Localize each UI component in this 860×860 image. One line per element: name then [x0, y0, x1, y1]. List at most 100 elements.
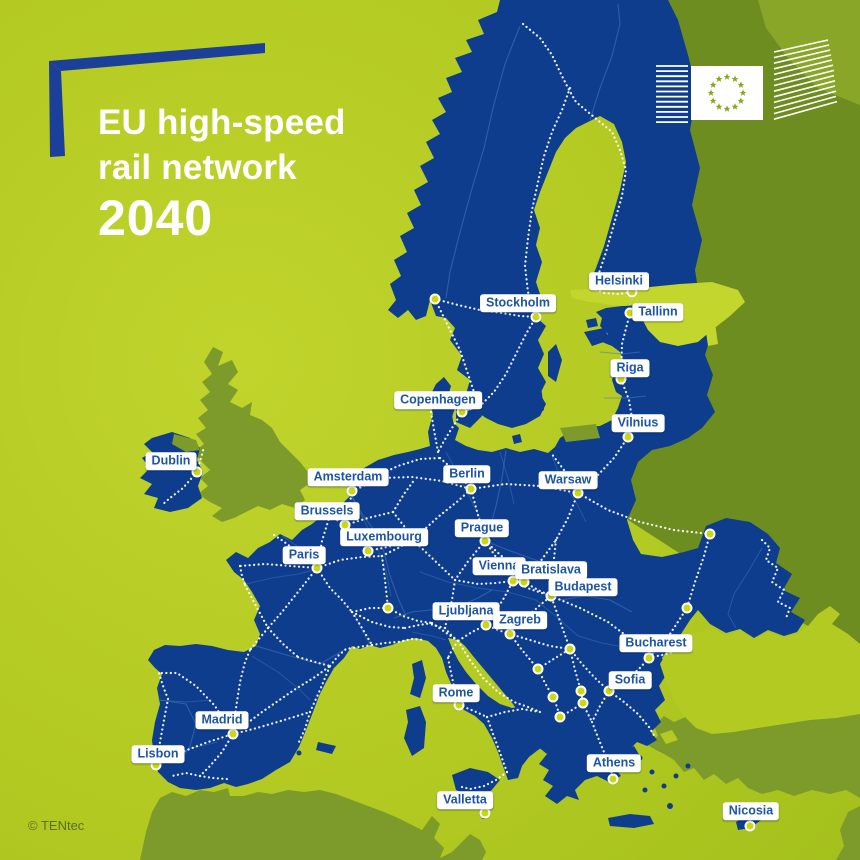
city-dot-athens — [607, 773, 619, 785]
land-great-britain — [194, 347, 312, 522]
city-dot-bern — [382, 602, 394, 614]
city-label-vilnius: Vilnius — [611, 414, 665, 432]
rail-segment-90 — [231, 710, 312, 736]
rail-segment-61 — [366, 538, 415, 553]
city-label-sofia: Sofia — [608, 671, 652, 689]
city-label-amsterdam: Amsterdam — [307, 468, 389, 486]
city-dot-valletta — [479, 807, 491, 819]
title-line-2: rail network — [98, 148, 297, 187]
land-north-africa — [140, 788, 486, 860]
city-dot-stockholm — [530, 311, 542, 323]
rail-segment-1 — [523, 86, 572, 319]
credit-note: © TENtec — [28, 818, 85, 833]
city-label-prague: Prague — [454, 519, 510, 537]
rail-segment-36 — [581, 701, 594, 724]
rail-segment-55 — [328, 513, 347, 527]
city-label-nicosia: Nicosia — [722, 802, 780, 820]
rail-segment-84 — [456, 770, 509, 791]
city-dot-ljubljana — [480, 619, 492, 631]
rail-segment-71 — [266, 626, 300, 659]
sea-overlays — [570, 282, 860, 744]
rail-segment-83 — [485, 715, 509, 774]
rail-segment-64 — [370, 637, 427, 647]
rail-segment-72 — [296, 655, 332, 668]
city-dot-lviv — [704, 528, 716, 540]
land-levant — [836, 806, 860, 860]
city-label-vienna: Vienna — [472, 557, 526, 575]
rail-segment-3 — [433, 297, 480, 414]
city-dot-vienna — [507, 575, 519, 587]
rail-segment-5 — [436, 410, 464, 454]
rail-segment-76 — [269, 531, 319, 570]
city-label-tallinn: Tallinn — [632, 303, 684, 321]
city-label-paris: Paris — [282, 546, 326, 564]
rail-segment-67 — [350, 610, 407, 630]
rail-segment-13 — [647, 532, 712, 660]
rail-segment-70 — [248, 626, 270, 652]
rail-segment-43 — [438, 456, 473, 491]
land-scandinavia — [388, 0, 702, 428]
city-label-bratislava: Bratislava — [515, 561, 587, 579]
rail-segment-17 — [483, 539, 526, 584]
city-label-warsaw: Warsaw — [538, 471, 598, 489]
rail-segment-14 — [760, 538, 792, 620]
rail-segment-38 — [590, 720, 615, 781]
sea-of-marmara — [660, 730, 678, 744]
city-label-helsinki: Helsinki — [589, 272, 649, 290]
rail-segment-89 — [328, 643, 374, 668]
city-dot-madrid — [227, 728, 239, 740]
logo-left-lines — [656, 65, 688, 123]
rail-segment-78 — [446, 639, 460, 660]
rail-segment-25 — [508, 632, 572, 651]
city-label-ljubljana: Ljubljana — [432, 602, 500, 620]
city-label-dublin: Dublin — [145, 452, 197, 470]
rail-segment-91 — [308, 664, 332, 714]
rail-segment-58 — [380, 538, 415, 558]
rail-segment-39 — [607, 689, 657, 739]
rail-segment-6 — [429, 410, 440, 454]
city-dot-pristina — [575, 685, 587, 697]
rail-segment-68 — [403, 621, 434, 630]
rail-segment-74 — [238, 564, 247, 587]
city-label-stockholm: Stockholm — [480, 294, 556, 312]
rail-segment-19 — [511, 579, 553, 598]
rail-segment-63 — [350, 610, 374, 647]
city-dot-nicosia — [744, 820, 756, 832]
black-sea — [660, 606, 860, 734]
logo-right-fan — [773, 39, 838, 120]
rail-segment-92 — [296, 710, 312, 746]
city-dot-sarajevo — [532, 663, 544, 675]
rail-segment-22 — [607, 656, 651, 693]
rail-segment-75 — [243, 583, 270, 630]
rail-segment-97 — [157, 671, 170, 701]
city-label-zagreb: Zagreb — [493, 611, 547, 629]
land-ireland — [140, 432, 203, 512]
city-dot-berlin — [465, 483, 477, 495]
city-dot-dublin — [191, 466, 203, 478]
city-dot-chisinau — [681, 602, 693, 614]
rail-segment-50 — [453, 539, 487, 582]
rail-segment-53 — [428, 622, 447, 630]
city-dot-podgorica — [547, 691, 559, 703]
city-dot-warsaw — [572, 487, 584, 499]
rail-segment-37 — [590, 689, 611, 724]
european-commission-logo — [656, 39, 838, 123]
city-label-athens: Athens — [586, 754, 642, 772]
title-line-1: EU high-speed — [98, 103, 346, 142]
city-dot-oslo — [429, 293, 441, 305]
rail-segment-48 — [411, 538, 457, 582]
rail-segment-35 — [568, 647, 585, 705]
rail-segment-94 — [198, 774, 229, 781]
rail-segment-99 — [170, 771, 202, 778]
rail-segment-69 — [266, 566, 319, 630]
rail-segment-59 — [380, 554, 390, 610]
city-dot-prague — [479, 535, 491, 547]
rail-segment-77 — [430, 621, 460, 643]
rail-segment-57 — [315, 554, 384, 570]
rail-segment-73 — [238, 562, 319, 570]
land-russia-north-accent — [758, 0, 860, 105]
city-dot-paris — [311, 562, 323, 574]
city-dot-luxembourg — [362, 545, 374, 557]
rail-segment-81 — [485, 707, 542, 719]
